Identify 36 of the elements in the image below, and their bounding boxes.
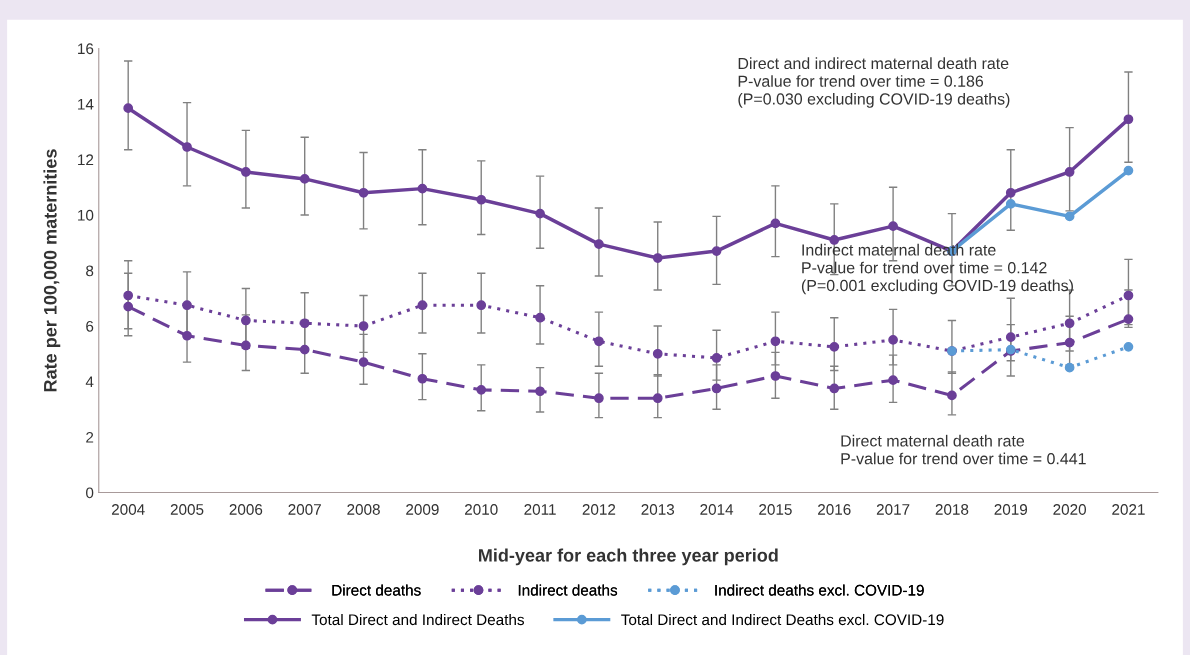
annotation: Direct and indirect maternal death rate P-value for trend over time = 0.186 (P=0.030 excluding COVID-19 deaths)	[738, 57, 1010, 108]
x-tick-label: 2014	[700, 504, 734, 515]
x-tick-label: 2010	[465, 504, 498, 515]
y-tick-label: 16	[78, 43, 94, 55]
x-tick-label: 2009	[406, 504, 439, 515]
x-tick-label: 2012	[582, 504, 616, 515]
legend-label: Indirect deaths excl. COVID-19	[715, 584, 924, 596]
y-tick-label: 2	[86, 431, 94, 443]
legend-label: Direct deaths	[332, 584, 421, 596]
y-tick-label: 8	[86, 265, 94, 277]
x-tick-label: 2015	[759, 504, 792, 515]
y-tick-label: 6	[86, 320, 94, 332]
legend-label: Total Direct and Indirect Deaths	[311, 613, 524, 626]
y-tick-label: 10	[78, 209, 94, 221]
y-tick-label: 0	[86, 487, 94, 499]
y-tick-label: 4	[85, 376, 94, 388]
x-tick-label: 2021	[1112, 504, 1145, 515]
y-axis-title: Rate per 100,000 maternities	[43, 149, 61, 392]
legend-label: Indirect deaths	[518, 584, 618, 596]
x-tick-label: 2018	[935, 504, 969, 515]
x-tick-label: 2005	[170, 504, 204, 515]
annotation: Direct maternal death rate P-value for trend over time = 0.441	[841, 434, 1086, 465]
y-tick-label: 14	[78, 99, 94, 110]
x-tick-label: 2013	[641, 504, 675, 515]
y-tick-label: 12	[78, 154, 94, 166]
x-tick-label: 2007	[288, 504, 321, 515]
x-tick-label: 2008	[347, 504, 380, 515]
x-tick-label: 2004	[111, 504, 145, 515]
x-tick-label: 2006	[229, 504, 263, 515]
x-tick-label: 2016	[818, 504, 851, 515]
legend-label: Total Direct and Indirect Deaths excl. COVID-19	[621, 613, 944, 626]
x-tick-label: 2011	[524, 504, 556, 515]
x-axis-title: Mid-year for each three year period	[479, 548, 778, 566]
x-tick-label: 2019	[994, 504, 1028, 515]
x-tick-label: 2020	[1053, 504, 1087, 515]
x-tick-label: 2017	[876, 504, 910, 515]
